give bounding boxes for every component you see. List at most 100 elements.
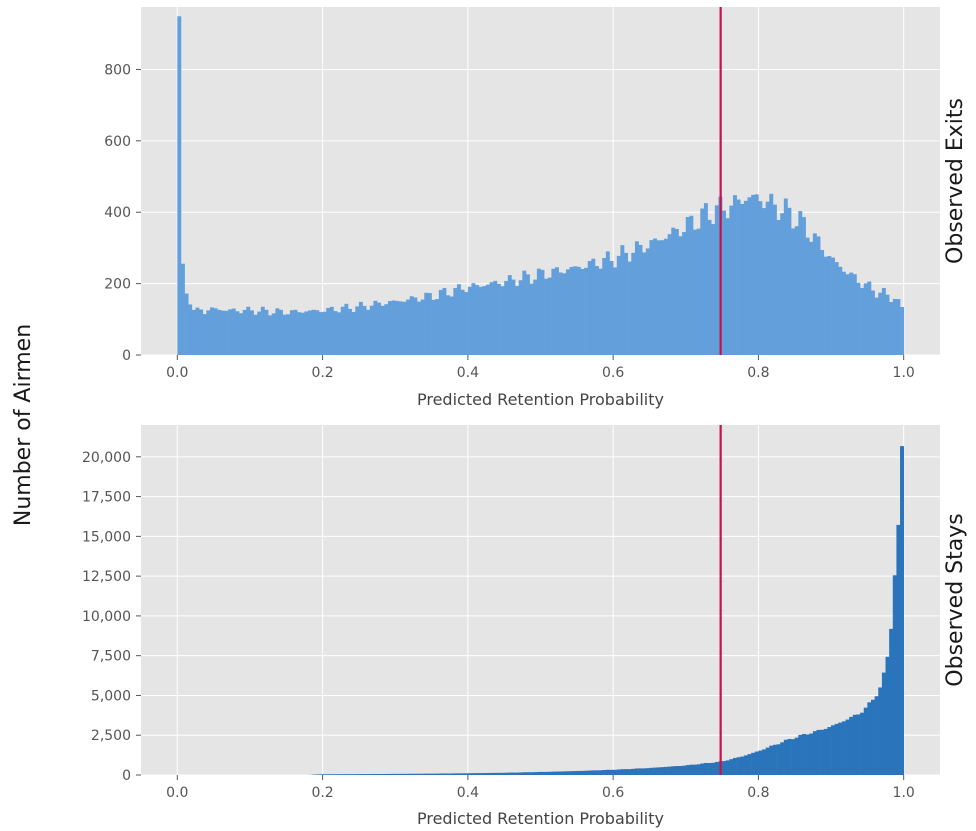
exits-histogram-bar bbox=[722, 210, 727, 355]
exits-histogram-bar bbox=[863, 283, 868, 355]
stays-histogram-bar bbox=[525, 772, 530, 775]
exits-x-tick-label: 0.0 bbox=[166, 365, 188, 381]
exits-histogram-bar bbox=[355, 306, 360, 355]
stays-histogram-bar bbox=[689, 764, 694, 775]
exits-histogram-bar bbox=[417, 301, 421, 355]
stays-histogram-bar bbox=[841, 721, 846, 775]
stays-histogram-bar bbox=[576, 770, 581, 775]
stays-histogram-bar bbox=[584, 770, 589, 775]
stays-x-tick-label: 0.4 bbox=[457, 785, 479, 801]
exits-histogram-bar bbox=[224, 310, 229, 355]
exits-x-tick-label: 0.6 bbox=[602, 365, 624, 381]
exits-histogram-bar bbox=[289, 310, 294, 355]
exits-histogram-bar bbox=[257, 311, 262, 355]
stays-histogram-bar bbox=[522, 772, 527, 775]
exits-histogram-bar bbox=[449, 296, 454, 355]
stays-histogram-bar bbox=[613, 769, 618, 775]
exits-histogram-bar bbox=[540, 269, 545, 355]
exits-histogram-bar bbox=[500, 286, 505, 355]
exits-histogram-bar bbox=[456, 284, 461, 355]
stays-y-tick-label: 20,000 bbox=[82, 450, 131, 466]
exits-histogram-bar bbox=[573, 266, 578, 355]
exits-histogram-bar bbox=[762, 208, 766, 355]
exits-histogram-bar bbox=[308, 310, 312, 355]
stays-histogram-bar bbox=[478, 773, 483, 775]
stays-histogram-bar bbox=[377, 773, 381, 775]
exits-histogram-bar bbox=[340, 306, 345, 355]
exits-histogram-bar bbox=[841, 271, 846, 355]
stays-y-tick-label: 0 bbox=[122, 768, 131, 784]
exits-histogram-bar bbox=[616, 255, 621, 355]
stays-histogram-bar bbox=[878, 687, 883, 775]
exits-histogram-bar bbox=[576, 266, 581, 355]
stays-histogram-bar bbox=[722, 761, 727, 775]
stays-histogram-bar bbox=[337, 774, 342, 775]
exits-histogram-bar bbox=[892, 298, 897, 355]
exits-histogram-bar bbox=[682, 232, 687, 355]
exits-histogram-bar bbox=[791, 228, 796, 355]
stays-histogram-bar bbox=[529, 772, 534, 775]
exits-histogram-bar bbox=[326, 307, 331, 355]
stays-histogram-bar bbox=[544, 771, 549, 775]
stays-histogram-bar bbox=[333, 774, 338, 775]
stays-histogram-bar bbox=[398, 773, 403, 775]
exits-histogram-bar bbox=[696, 228, 701, 355]
exits-histogram-bar bbox=[798, 211, 803, 355]
exits-histogram-bar bbox=[420, 299, 425, 355]
stays-histogram-bar bbox=[751, 752, 756, 775]
exits-histogram-panel: 0.0 0.2 0.4 0.6 0.8 1.0 0 200 400 600 800 Predicted… bbox=[104, 7, 968, 409]
stays-histogram-bar bbox=[453, 773, 458, 775]
exits-histogram-bar bbox=[239, 313, 243, 355]
stays-x-tick-label: 0.0 bbox=[166, 785, 188, 801]
exits-histogram-bar bbox=[210, 307, 214, 355]
exits-histogram-bar bbox=[507, 275, 512, 355]
exits-histogram-bar bbox=[300, 312, 305, 355]
exits-histogram-bar bbox=[279, 309, 283, 355]
stays-histogram-bar bbox=[783, 739, 788, 775]
stays-histogram-bar bbox=[515, 772, 520, 775]
exits-histogram-bar bbox=[889, 302, 894, 355]
exits-histogram-bar bbox=[870, 290, 875, 355]
stays-histogram-bar bbox=[762, 749, 766, 775]
exits-histogram-bar bbox=[558, 272, 563, 355]
exits-histogram-bar bbox=[206, 310, 211, 355]
stays-histogram-bar bbox=[889, 628, 894, 775]
exits-histogram-bar bbox=[624, 252, 628, 355]
stays-histogram-bar bbox=[696, 764, 701, 775]
exits-histogram-bar bbox=[180, 263, 185, 355]
exits-histogram-bar bbox=[471, 283, 476, 355]
exits-histogram-bar bbox=[442, 287, 447, 355]
exits-histogram-bar bbox=[544, 278, 549, 355]
stays-histogram-bar bbox=[754, 751, 759, 775]
exits-histogram-bar bbox=[769, 193, 774, 355]
exits-histogram-bar bbox=[598, 268, 603, 355]
exits-histogram-bar bbox=[562, 273, 567, 355]
stays-histogram-bar bbox=[322, 774, 327, 775]
stays-x-tick-label: 1.0 bbox=[893, 785, 915, 801]
stays-histogram-bar bbox=[348, 774, 352, 775]
exits-histogram-bar bbox=[860, 287, 865, 355]
exits-histogram-bar bbox=[631, 252, 636, 355]
exits-histogram-bar bbox=[831, 257, 835, 355]
exits-histogram-bar bbox=[732, 195, 737, 355]
exits-y-tick-label: 800 bbox=[104, 62, 131, 78]
stays-x-tick-label: 0.6 bbox=[602, 785, 624, 801]
stays-histogram-bar bbox=[518, 772, 523, 775]
stays-histogram-bar bbox=[812, 731, 817, 775]
exits-histogram-bar bbox=[787, 207, 792, 355]
exits-histogram-bar bbox=[329, 306, 334, 355]
stays-histogram-bar bbox=[860, 712, 865, 775]
stays-y-tick-label: 7,500 bbox=[91, 649, 131, 665]
exits-histogram-bar bbox=[674, 228, 679, 355]
stays-histogram-bar bbox=[834, 723, 839, 775]
stays-x-axis-label: Predicted Retention Probability bbox=[417, 809, 664, 828]
stays-x-tick-label: 0.8 bbox=[747, 785, 769, 801]
stays-histogram-bar bbox=[456, 773, 461, 775]
exits-histogram-bar bbox=[900, 307, 904, 355]
stays-histogram-bar bbox=[831, 725, 835, 775]
stays-histogram-bar bbox=[417, 773, 421, 775]
exits-histogram-bar bbox=[729, 205, 734, 355]
stays-histogram-bar bbox=[711, 762, 716, 775]
exits-histogram-bar bbox=[213, 308, 218, 355]
